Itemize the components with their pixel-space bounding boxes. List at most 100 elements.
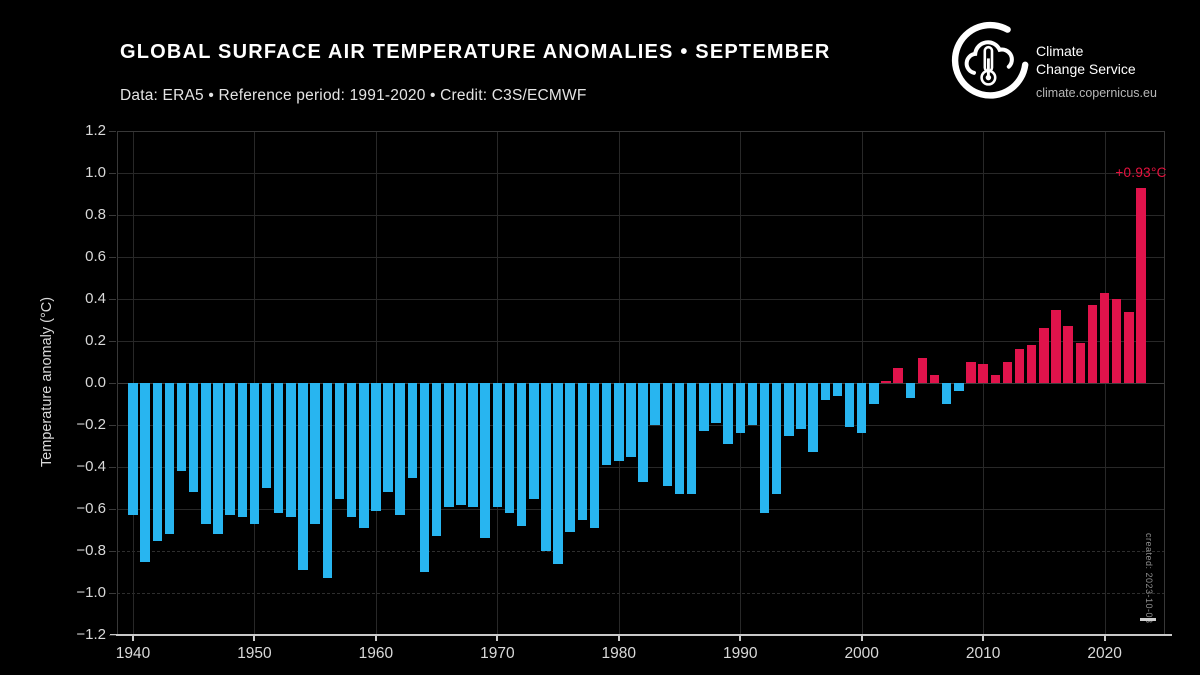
peak-value-label: +0.93°C bbox=[1115, 165, 1167, 180]
bar-1964 bbox=[419, 383, 430, 572]
bar-1943 bbox=[164, 383, 175, 535]
chart-subtitle: Data: ERA5 • Reference period: 1991-2020… bbox=[120, 87, 587, 104]
y-tick-mark bbox=[109, 257, 116, 258]
bar-1983 bbox=[650, 383, 660, 425]
y-tick-mark bbox=[109, 593, 116, 594]
y-tick-mark bbox=[109, 425, 116, 426]
bar-1992 bbox=[759, 383, 770, 514]
copernicus-c3s-logo: Climate Change Service climate.copernicu… bbox=[950, 14, 1190, 110]
y-tick-mark bbox=[109, 173, 116, 174]
bar-2018 bbox=[1075, 343, 1086, 383]
bar-1984 bbox=[662, 383, 673, 486]
y-gridline bbox=[117, 215, 1165, 216]
x-tick-label: 2010 bbox=[965, 645, 1001, 662]
bar-1985 bbox=[674, 383, 685, 495]
y-tick-mark bbox=[109, 383, 116, 384]
bar-1981 bbox=[626, 383, 636, 457]
bar-1963 bbox=[407, 383, 418, 478]
bar-1966 bbox=[444, 383, 454, 507]
y-gridline bbox=[117, 173, 1165, 174]
bar-1978 bbox=[589, 383, 600, 528]
bar-1968 bbox=[468, 383, 478, 507]
y-gridline bbox=[117, 593, 1165, 594]
y-tick-mark bbox=[109, 299, 116, 300]
bar-1949 bbox=[237, 383, 248, 518]
bar-2006 bbox=[929, 374, 940, 383]
x-tick-label: 1940 bbox=[115, 645, 151, 662]
x-tick-label: 1960 bbox=[358, 645, 394, 662]
y-gridline bbox=[117, 341, 1165, 342]
bar-2014 bbox=[1026, 345, 1037, 383]
bar-2007 bbox=[941, 383, 952, 404]
x-tick-mark bbox=[739, 636, 742, 641]
y-tick-mark bbox=[109, 467, 116, 468]
bar-1995 bbox=[796, 383, 806, 430]
bar-1967 bbox=[456, 383, 466, 505]
bar-1950 bbox=[249, 383, 260, 524]
bar-1945 bbox=[188, 383, 199, 493]
bar-1972 bbox=[516, 383, 527, 526]
bar-2009 bbox=[966, 362, 976, 383]
bar-2022 bbox=[1124, 311, 1134, 383]
y-axis-title: Temperature anomaly (°C) bbox=[39, 296, 55, 468]
x-axis-line bbox=[110, 634, 1172, 636]
bar-1955 bbox=[310, 383, 320, 524]
bar-1951 bbox=[261, 383, 272, 488]
bar-1953 bbox=[286, 383, 296, 518]
bar-1991 bbox=[747, 383, 758, 425]
bar-1965 bbox=[431, 383, 442, 537]
bar-1952 bbox=[273, 383, 284, 514]
y-tick-label: −0.8 bbox=[76, 542, 106, 559]
bar-1982 bbox=[638, 383, 648, 482]
bar-1996 bbox=[808, 383, 818, 453]
watermark-dash bbox=[1140, 618, 1156, 621]
bar-1999 bbox=[844, 383, 855, 428]
bar-2015 bbox=[1039, 328, 1049, 383]
bar-1944 bbox=[176, 383, 187, 472]
x-tick-mark bbox=[253, 636, 256, 641]
bar-2002 bbox=[881, 380, 891, 383]
x-tick-mark bbox=[132, 636, 134, 641]
chart-title: GLOBAL SURFACE AIR TEMPERATURE ANOMALIES… bbox=[120, 41, 831, 63]
bar-2023 bbox=[1136, 187, 1146, 383]
bar-1947 bbox=[213, 383, 223, 535]
bar-1946 bbox=[201, 383, 211, 524]
y-tick-label: −0.2 bbox=[76, 416, 106, 433]
bar-1959 bbox=[359, 383, 369, 528]
bar-1948 bbox=[225, 383, 235, 516]
y-tick-mark bbox=[109, 131, 116, 132]
y-gridline bbox=[117, 257, 1165, 258]
bar-1994 bbox=[784, 383, 794, 436]
bar-2004 bbox=[905, 383, 916, 398]
bar-1940 bbox=[128, 383, 138, 516]
y-tick-mark bbox=[109, 509, 116, 510]
bar-2013 bbox=[1014, 349, 1025, 383]
bar-1970 bbox=[492, 383, 503, 507]
y-tick-label: 1.2 bbox=[85, 122, 106, 139]
logo-name-line1: Climate bbox=[1036, 43, 1084, 59]
y-tick-label: 0.2 bbox=[85, 332, 106, 349]
bar-1973 bbox=[529, 383, 539, 499]
bar-1941 bbox=[140, 383, 150, 562]
x-tick-mark bbox=[1103, 636, 1106, 641]
bar-2010 bbox=[978, 364, 988, 383]
x-tick-mark bbox=[374, 636, 377, 641]
bar-1962 bbox=[395, 383, 405, 516]
bar-1990 bbox=[735, 383, 745, 434]
bar-1971 bbox=[504, 383, 515, 514]
x-tick-label: 2020 bbox=[1087, 645, 1122, 662]
y-tick-label: 0.4 bbox=[85, 290, 106, 307]
bar-2001 bbox=[869, 383, 879, 404]
bar-2019 bbox=[1087, 305, 1098, 383]
logo-url: climate.copernicus.eu bbox=[1036, 86, 1157, 100]
bar-1975 bbox=[553, 383, 563, 564]
y-tick-label: 0.8 bbox=[85, 206, 106, 223]
logo-service-name: Climate Change Service bbox=[1036, 42, 1136, 78]
bar-1954 bbox=[298, 383, 308, 570]
bar-2011 bbox=[990, 374, 1001, 383]
bar-1974 bbox=[541, 383, 551, 551]
x-tick-label: 1980 bbox=[601, 645, 637, 662]
bar-1998 bbox=[832, 383, 843, 396]
bar-2008 bbox=[954, 383, 964, 392]
x-tick-label: 1970 bbox=[480, 645, 515, 662]
